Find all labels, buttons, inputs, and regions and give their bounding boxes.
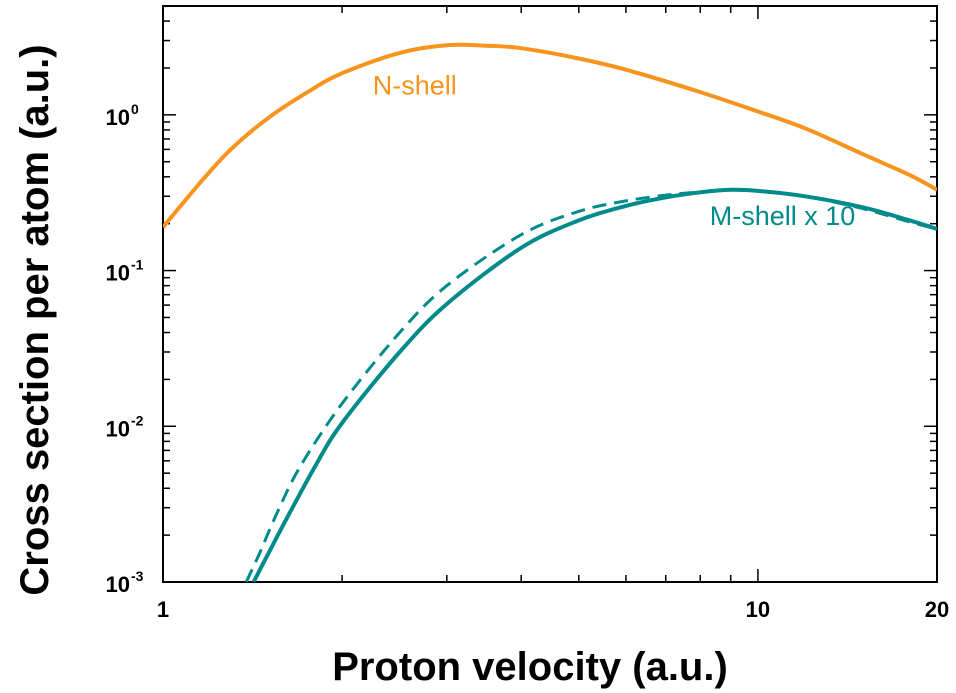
y-tick-label: 10 -2 bbox=[106, 412, 144, 441]
y-tick-exponent: 0 bbox=[131, 101, 139, 117]
series-m-shell-dashed-line bbox=[244, 188, 937, 582]
y-tick-base: 10 bbox=[106, 416, 130, 441]
series-m-shell-line bbox=[251, 187, 937, 582]
annotation-n-shell: N-shell bbox=[373, 71, 457, 101]
series-layer bbox=[163, 42, 937, 582]
y-tick-exponent: -1 bbox=[131, 257, 144, 273]
y-tick-exponent: -3 bbox=[131, 568, 144, 584]
x-tick-label: 20 bbox=[925, 597, 949, 622]
series-n-shell-line bbox=[163, 42, 937, 229]
y-tick-base: 10 bbox=[106, 261, 130, 286]
y-tick-base: 10 bbox=[106, 105, 130, 130]
x-axis-title: Proton velocity (a.u.) bbox=[332, 645, 728, 689]
y-tick-exponent: -2 bbox=[131, 412, 144, 428]
y-tick-base: 10 bbox=[106, 572, 130, 597]
annotation-m-shell: M-shell x 10 bbox=[710, 201, 856, 231]
y-tick-label: 10 -1 bbox=[106, 257, 144, 286]
x-tick-label: 10 bbox=[746, 597, 770, 622]
x-tick-label: 1 bbox=[157, 597, 169, 622]
plot-frame bbox=[162, 5, 938, 583]
y-axis-title: Cross section per atom (a.u.) bbox=[13, 44, 57, 595]
ticks-layer bbox=[162, 6, 938, 583]
y-tick-label: 10 -3 bbox=[106, 568, 144, 597]
y-tick-label: 10 0 bbox=[106, 101, 139, 130]
